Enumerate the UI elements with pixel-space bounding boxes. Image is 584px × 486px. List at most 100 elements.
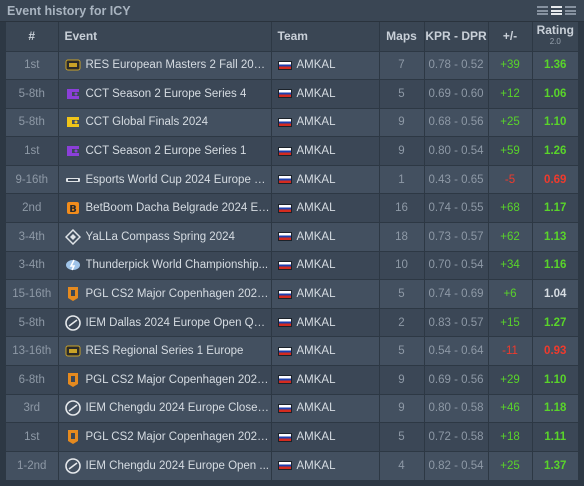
col-header-diff[interactable]: +/- — [488, 22, 533, 51]
diff-cell: -5 — [488, 164, 533, 194]
event-name-link[interactable]: CCT Season 2 Europe Series 4 — [85, 87, 247, 100]
table-row[interactable]: 3-4th YaLLa Compass Spring 2024 AMKAL 18… — [6, 222, 578, 252]
team-name-link[interactable]: AMKAL — [296, 316, 336, 329]
team-name-link[interactable]: AMKAL — [296, 373, 336, 386]
rating-cell: 1.06 — [532, 79, 578, 109]
event-name-link[interactable]: YaLLa Compass Spring 2024 — [85, 230, 235, 243]
event-name-link[interactable]: RES European Masters 2 Fall 2024 ... — [85, 59, 271, 72]
table-row[interactable]: 1st PGL CS2 Major Copenhagen 2024 ... AM… — [6, 422, 578, 452]
place-cell: 15-16th — [6, 279, 59, 309]
team-cell[interactable]: AMKAL — [271, 79, 380, 109]
table-row[interactable]: 1st CCT Season 2 Europe Series 1 AMKAL 9… — [6, 136, 578, 166]
team-name-link[interactable]: AMKAL — [296, 259, 336, 272]
pgl-logo-icon — [65, 429, 81, 445]
event-cell[interactable]: PGL CS2 Major Copenhagen 2024 ... — [58, 422, 272, 452]
event-cell[interactable]: RES European Masters 2 Fall 2024 ... — [58, 50, 272, 80]
maps-cell: 10 — [379, 250, 425, 280]
event-name-link[interactable]: Esports World Cup 2024 Europe O... — [85, 173, 271, 186]
event-cell[interactable]: Esports World Cup 2024 Europe O... — [58, 164, 272, 194]
table-row[interactable]: 5-8th IEM Dallas 2024 Europe Open Qua...… — [6, 307, 578, 337]
col-header-kpr-dpr[interactable]: KPR - DPR — [424, 22, 489, 51]
event-name-link[interactable]: PGL CS2 Major Copenhagen 2024 ... — [85, 431, 271, 444]
event-name-link[interactable]: IEM Dallas 2024 Europe Open Qua... — [85, 316, 271, 329]
kpr-dpr-cell: 0.73 - 0.57 — [424, 222, 489, 252]
event-name-link[interactable]: BetBoom Dacha Belgrade 2024 Eu... — [85, 202, 271, 215]
team-name-link[interactable]: AMKAL — [296, 288, 336, 301]
table-row[interactable]: 1-2nd IEM Chengdu 2024 Europe Open ... A… — [6, 450, 578, 480]
team-cell[interactable]: AMKAL — [271, 222, 380, 252]
team-cell[interactable]: AMKAL — [271, 393, 380, 423]
event-name-link[interactable]: PGL CS2 Major Copenhagen 2024 ... — [85, 288, 271, 301]
team-name-link[interactable]: AMKAL — [296, 459, 336, 472]
col-header-number[interactable]: # — [6, 22, 59, 51]
team-cell[interactable]: AMKAL — [271, 365, 380, 395]
table-row[interactable]: 9-16th Esports World Cup 2024 Europe O..… — [6, 164, 578, 194]
event-cell[interactable]: PGL CS2 Major Copenhagen 2024 ... — [58, 365, 272, 395]
event-cell[interactable]: PGL CS2 Major Copenhagen 2024 ... — [58, 279, 272, 309]
event-cell[interactable]: Thunderpick World Championship... — [58, 250, 272, 280]
team-name-link[interactable]: AMKAL — [296, 145, 336, 158]
list-view-icon[interactable] — [551, 5, 562, 16]
table-row[interactable]: 13-16th RES Regional Series 1 Europe AMK… — [6, 336, 578, 366]
table-row[interactable]: 6-8th PGL CS2 Major Copenhagen 2024 ... … — [6, 365, 578, 395]
diff-cell: +68 — [488, 193, 533, 223]
team-name-link[interactable]: AMKAL — [296, 431, 336, 444]
russia-flag-icon — [277, 60, 292, 70]
table-row[interactable]: 5-8th CCT Season 2 Europe Series 4 AMKAL… — [6, 79, 578, 109]
table-row[interactable]: 3-4th Thunderpick World Championship... … — [6, 250, 578, 280]
event-name-link[interactable]: Thunderpick World Championship... — [85, 259, 269, 272]
event-name-link[interactable]: IEM Chengdu 2024 Europe Open ... — [85, 459, 269, 472]
event-name-link[interactable]: CCT Global Finals 2024 — [85, 116, 209, 129]
event-name-link[interactable]: PGL CS2 Major Copenhagen 2024 ... — [85, 373, 271, 386]
table-row[interactable]: 15-16th PGL CS2 Major Copenhagen 2024 ..… — [6, 279, 578, 309]
event-cell[interactable]: CCT Global Finals 2024 — [58, 107, 272, 137]
team-cell[interactable]: AMKAL — [271, 164, 380, 194]
place-cell: 6-8th — [6, 365, 59, 395]
place-cell: 3-4th — [6, 250, 59, 280]
russia-flag-icon — [277, 432, 292, 442]
team-name-link[interactable]: AMKAL — [296, 116, 336, 129]
team-cell[interactable]: AMKAL — [271, 193, 380, 223]
event-cell[interactable]: CCT Season 2 Europe Series 1 — [58, 136, 272, 166]
team-cell[interactable]: AMKAL — [271, 107, 380, 137]
team-name-link[interactable]: AMKAL — [296, 173, 336, 186]
table-row[interactable]: 3rd IEM Chengdu 2024 Europe Closed ... A… — [6, 393, 578, 423]
team-cell[interactable]: AMKAL — [271, 50, 380, 80]
team-name-link[interactable]: AMKAL — [296, 59, 336, 72]
event-name-link[interactable]: RES Regional Series 1 Europe — [85, 345, 244, 358]
grid-view-icon[interactable] — [565, 5, 576, 16]
col-header-rating[interactable]: Rating 2.0 — [532, 22, 578, 51]
event-name-link[interactable]: CCT Season 2 Europe Series 1 — [85, 145, 247, 158]
team-name-link[interactable]: AMKAL — [296, 87, 336, 100]
team-name-link[interactable]: AMKAL — [296, 402, 336, 415]
team-cell[interactable]: AMKAL — [271, 336, 380, 366]
event-cell[interactable]: IEM Dallas 2024 Europe Open Qua... — [58, 307, 272, 337]
team-name-link[interactable]: AMKAL — [296, 345, 336, 358]
event-cell[interactable]: B BetBoom Dacha Belgrade 2024 Eu... — [58, 193, 272, 223]
russia-flag-icon — [277, 289, 292, 299]
table-row[interactable]: 2nd B BetBoom Dacha Belgrade 2024 Eu... … — [6, 193, 578, 223]
team-name-link[interactable]: AMKAL — [296, 230, 336, 243]
event-name-link[interactable]: IEM Chengdu 2024 Europe Closed ... — [85, 402, 271, 415]
col-header-event[interactable]: Event — [58, 22, 272, 51]
event-cell[interactable]: IEM Chengdu 2024 Europe Open ... — [58, 450, 272, 480]
col-header-maps[interactable]: Maps — [379, 22, 425, 51]
event-cell[interactable]: IEM Chengdu 2024 Europe Closed ... — [58, 393, 272, 423]
col-header-team[interactable]: Team — [271, 22, 380, 51]
place-cell: 2nd — [6, 193, 59, 223]
team-cell[interactable]: AMKAL — [271, 422, 380, 452]
event-cell[interactable]: RES Regional Series 1 Europe — [58, 336, 272, 366]
team-cell[interactable]: AMKAL — [271, 250, 380, 280]
team-cell[interactable]: AMKAL — [271, 450, 380, 480]
kpr-dpr-cell: 0.72 - 0.58 — [424, 422, 489, 452]
table-row[interactable]: 1st RES European Masters 2 Fall 2024 ...… — [6, 50, 578, 80]
compact-view-icon[interactable] — [537, 5, 548, 16]
event-cell[interactable]: CCT Season 2 Europe Series 4 — [58, 79, 272, 109]
event-cell[interactable]: YaLLa Compass Spring 2024 — [58, 222, 272, 252]
table-row[interactable]: 5-8th CCT Global Finals 2024 AMKAL 9 0.6… — [6, 107, 578, 137]
team-cell[interactable]: AMKAL — [271, 136, 380, 166]
team-name-link[interactable]: AMKAL — [296, 202, 336, 215]
team-cell[interactable]: AMKAL — [271, 307, 380, 337]
team-cell[interactable]: AMKAL — [271, 279, 380, 309]
res-logo-icon — [65, 343, 81, 359]
